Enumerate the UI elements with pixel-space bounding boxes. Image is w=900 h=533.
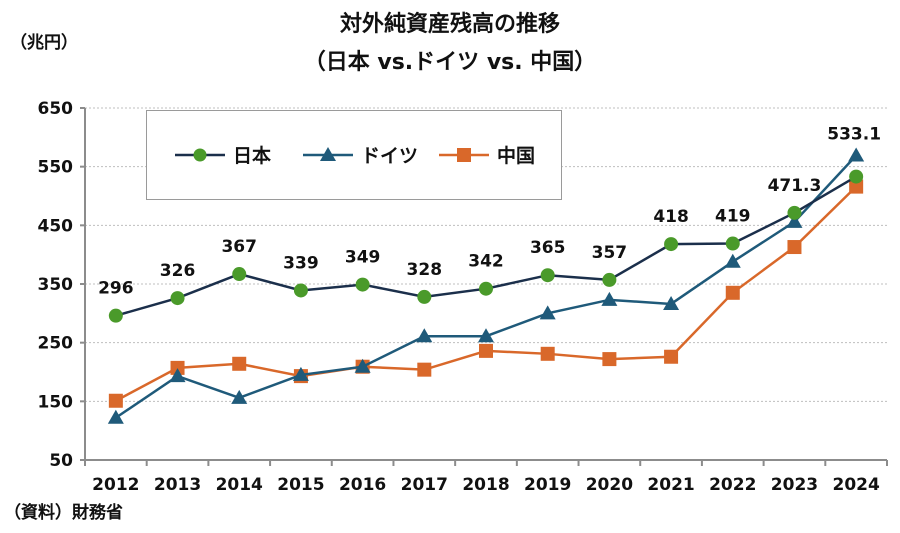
legend-label-japan: 日本 — [233, 145, 272, 167]
data-label-japan: 367 — [221, 237, 257, 257]
data-point-japan — [849, 169, 864, 184]
x-tick-label: 2015 — [277, 475, 324, 495]
data-point-china — [725, 285, 740, 300]
y-tick-label: 150 — [38, 392, 74, 412]
x-tick-label: 2016 — [339, 475, 386, 495]
data-point-china — [417, 362, 432, 377]
data-label-japan: 471.3 — [768, 176, 822, 196]
legend-triangle-marker-icon — [303, 146, 353, 161]
data-point-germany — [724, 253, 741, 268]
data-point-china — [540, 346, 555, 361]
data-label-japan: 365 — [530, 238, 566, 258]
legend: 日本 ドイツ 中国 — [146, 110, 562, 200]
data-point-japan — [787, 205, 802, 220]
x-tick-label: 2022 — [709, 475, 756, 495]
x-tick-label: 2020 — [586, 475, 633, 495]
legend-label-germany: ドイツ — [361, 145, 419, 167]
data-point-china — [602, 352, 617, 367]
data-point-germany — [107, 409, 124, 424]
x-tick-label: 2023 — [771, 475, 818, 495]
data-label-japan: 349 — [345, 248, 381, 268]
data-point-china — [849, 179, 864, 194]
y-tick-label: 350 — [38, 275, 74, 295]
data-point-japan — [725, 236, 740, 251]
x-tick-label: 2012 — [92, 475, 139, 495]
data-point-germany — [786, 213, 803, 228]
data-point-china — [664, 349, 679, 364]
x-tick-label: 2013 — [154, 475, 201, 495]
data-point-germany — [416, 328, 433, 343]
data-label-japan: 339 — [283, 253, 319, 273]
y-tick-label: 50 — [49, 451, 73, 471]
data-point-japan — [479, 281, 493, 296]
y-tick-label: 450 — [38, 216, 74, 236]
legend-circle-marker-icon — [175, 148, 225, 161]
data-point-japan — [293, 283, 308, 298]
legend-item-germany: ドイツ — [301, 141, 418, 168]
chart-subtitle: （日本 vs.ドイツ vs. 中国） — [303, 50, 597, 75]
data-point-germany — [354, 358, 371, 373]
legend-label-china: 中国 — [497, 145, 536, 167]
data-point-germany — [231, 389, 248, 404]
x-tick-label: 2021 — [647, 475, 694, 495]
data-point-germany — [663, 295, 680, 310]
legend-item-japan: 日本 — [173, 141, 271, 168]
legend-square-marker-icon — [439, 147, 489, 162]
data-label-japan: 326 — [160, 261, 196, 281]
y-tick-label: 550 — [38, 158, 74, 178]
data-point-japan — [170, 291, 185, 306]
data-point-japan — [664, 237, 679, 252]
x-tick-label: 2017 — [401, 475, 448, 495]
data-point-germany — [539, 305, 556, 320]
data-point-germany — [478, 328, 494, 343]
data-point-germany — [292, 366, 309, 381]
data-point-japan — [355, 277, 370, 292]
data-point-china — [787, 240, 802, 255]
data-point-china — [170, 360, 185, 375]
x-tick-label: 2018 — [462, 475, 509, 495]
legend-item-china: 中国 — [437, 141, 535, 168]
chart-title: 対外純資産残高の推移 — [339, 12, 560, 37]
x-tick-label: 2014 — [216, 475, 263, 495]
data-label-japan: 533.1 — [827, 125, 881, 145]
data-point-japan — [602, 272, 617, 287]
x-tick-label: 2019 — [524, 475, 571, 495]
data-label-japan: 296 — [98, 279, 134, 299]
data-point-japan — [540, 268, 555, 283]
data-point-germany — [169, 368, 186, 383]
x-tick-label: 2024 — [832, 475, 879, 495]
data-point-china — [479, 343, 493, 358]
data-point-china — [108, 393, 123, 408]
data-point-japan — [232, 267, 247, 282]
data-point-japan — [417, 289, 432, 304]
data-point-germany — [848, 147, 865, 162]
data-label-japan: 418 — [653, 207, 689, 227]
y-axis-unit-label: （兆円） — [10, 33, 78, 53]
y-tick-label: 650 — [38, 99, 74, 119]
data-point-japan — [108, 308, 123, 323]
y-tick-label: 250 — [38, 334, 74, 354]
data-point-germany — [601, 291, 618, 306]
data-label-japan: 419 — [715, 207, 751, 227]
source-note: （資料）財務省 — [4, 503, 123, 523]
data-label-japan: 357 — [592, 243, 628, 263]
data-label-japan: 342 — [468, 252, 504, 272]
data-label-japan: 328 — [407, 260, 443, 280]
data-point-china — [232, 356, 247, 371]
